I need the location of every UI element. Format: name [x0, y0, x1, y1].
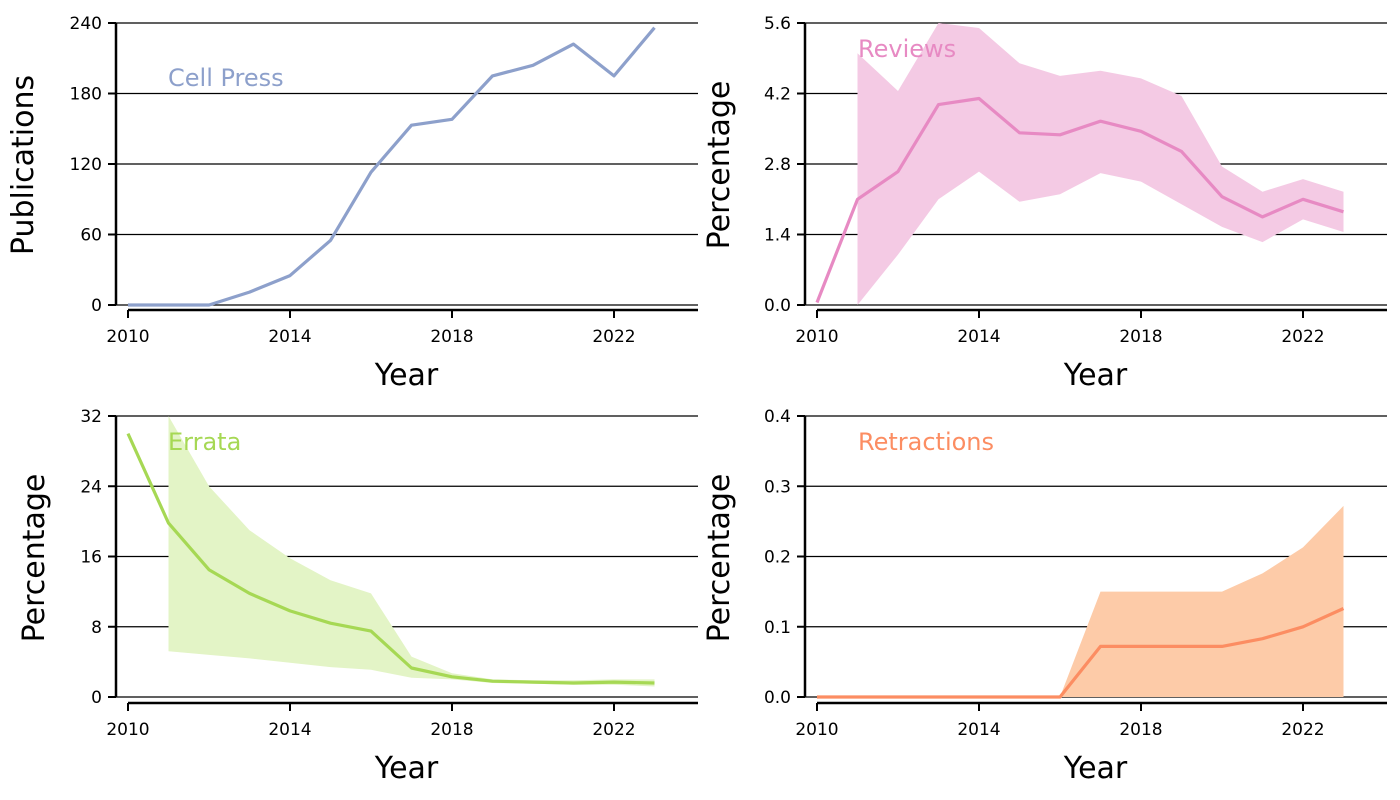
- series-line: [128, 26, 656, 307]
- confidence-band: [857, 505, 1344, 697]
- y-tick-label: 32: [80, 407, 102, 427]
- x-axis-label: Year: [374, 358, 439, 393]
- x-tick-label: 2014: [268, 720, 311, 740]
- panel-title: Cell Press: [168, 64, 284, 92]
- y-tick-label: 4.2: [764, 85, 791, 105]
- x-tick-label: 2014: [268, 327, 311, 347]
- panel-retractions: 0.0 0.1 0.2 0.3 0.4 2010 2014 2018 2022 Year Perce…: [702, 407, 1387, 786]
- y-tick-label: 0.2: [764, 548, 791, 568]
- x-tick-label: 2014: [957, 327, 1000, 347]
- x-tick-label: 2018: [430, 327, 473, 347]
- y-tick-label: 0: [91, 296, 102, 316]
- y-tick-label: 16: [80, 548, 102, 568]
- y-tick-label: 0.0: [764, 296, 791, 316]
- panel-errata: 0 8 16 24 32 2010 2014 2018 2022 Year Percentage Er…: [17, 407, 698, 786]
- y-tick-label: 24: [80, 477, 102, 497]
- x-tick-label: 2010: [106, 327, 149, 347]
- panel-title: Reviews: [858, 35, 956, 63]
- x-tick-label: 2018: [1119, 327, 1162, 347]
- x-tick-label: 2010: [795, 327, 838, 347]
- x-tick-label: 2022: [1281, 327, 1324, 347]
- y-tick-label: 5.6: [764, 14, 791, 34]
- x-axis-label: Year: [1063, 358, 1128, 393]
- y-tick-label: 0.4: [764, 407, 791, 427]
- y-tick-label: 8: [91, 618, 102, 638]
- y-tick-label: 0.3: [764, 477, 791, 497]
- y-tick-label: 0: [91, 688, 102, 708]
- y-tick-label: 240: [70, 14, 102, 34]
- x-tick-label: 2014: [957, 720, 1000, 740]
- series-line: [817, 607, 1345, 699]
- y-tick-label: 0.0: [764, 688, 791, 708]
- y-axis-label: Percentage: [702, 81, 737, 250]
- panel-title: Retractions: [858, 428, 994, 456]
- y-axis-label: Percentage: [17, 474, 52, 643]
- y-tick-label: 2.8: [764, 155, 791, 175]
- panel-reviews: 0.0 1.4 2.8 4.2 5.6 2010 2014 2018 2022 Year Perce…: [702, 14, 1387, 393]
- y-axis-label: Publications: [6, 75, 41, 255]
- y-tick-label: 0.1: [764, 618, 791, 638]
- x-axis-label: Year: [1063, 751, 1128, 786]
- series-line: [815, 96, 1344, 304]
- confidence-band: [168, 416, 655, 687]
- x-tick-label: 2022: [592, 327, 635, 347]
- panel-cell-press: 0 60 120 180 240 2010 2014 2018 2022 Year Publicat…: [6, 14, 698, 393]
- x-tick-label: 2010: [106, 720, 149, 740]
- x-tick-label: 2018: [1119, 720, 1162, 740]
- x-tick-label: 2022: [592, 720, 635, 740]
- x-tick-label: 2022: [1281, 720, 1324, 740]
- x-tick-label: 2018: [430, 720, 473, 740]
- x-axis-label: Year: [374, 751, 439, 786]
- x-tick-label: 2010: [795, 720, 838, 740]
- series-line: [126, 432, 655, 685]
- y-axis-label: Percentage: [702, 474, 737, 643]
- panel-title: Errata: [168, 428, 241, 456]
- y-tick-label: 1.4: [764, 226, 791, 246]
- confidence-band: [857, 23, 1344, 305]
- y-tick-label: 120: [70, 155, 102, 175]
- y-tick-label: 60: [80, 226, 102, 246]
- y-tick-label: 180: [70, 85, 102, 105]
